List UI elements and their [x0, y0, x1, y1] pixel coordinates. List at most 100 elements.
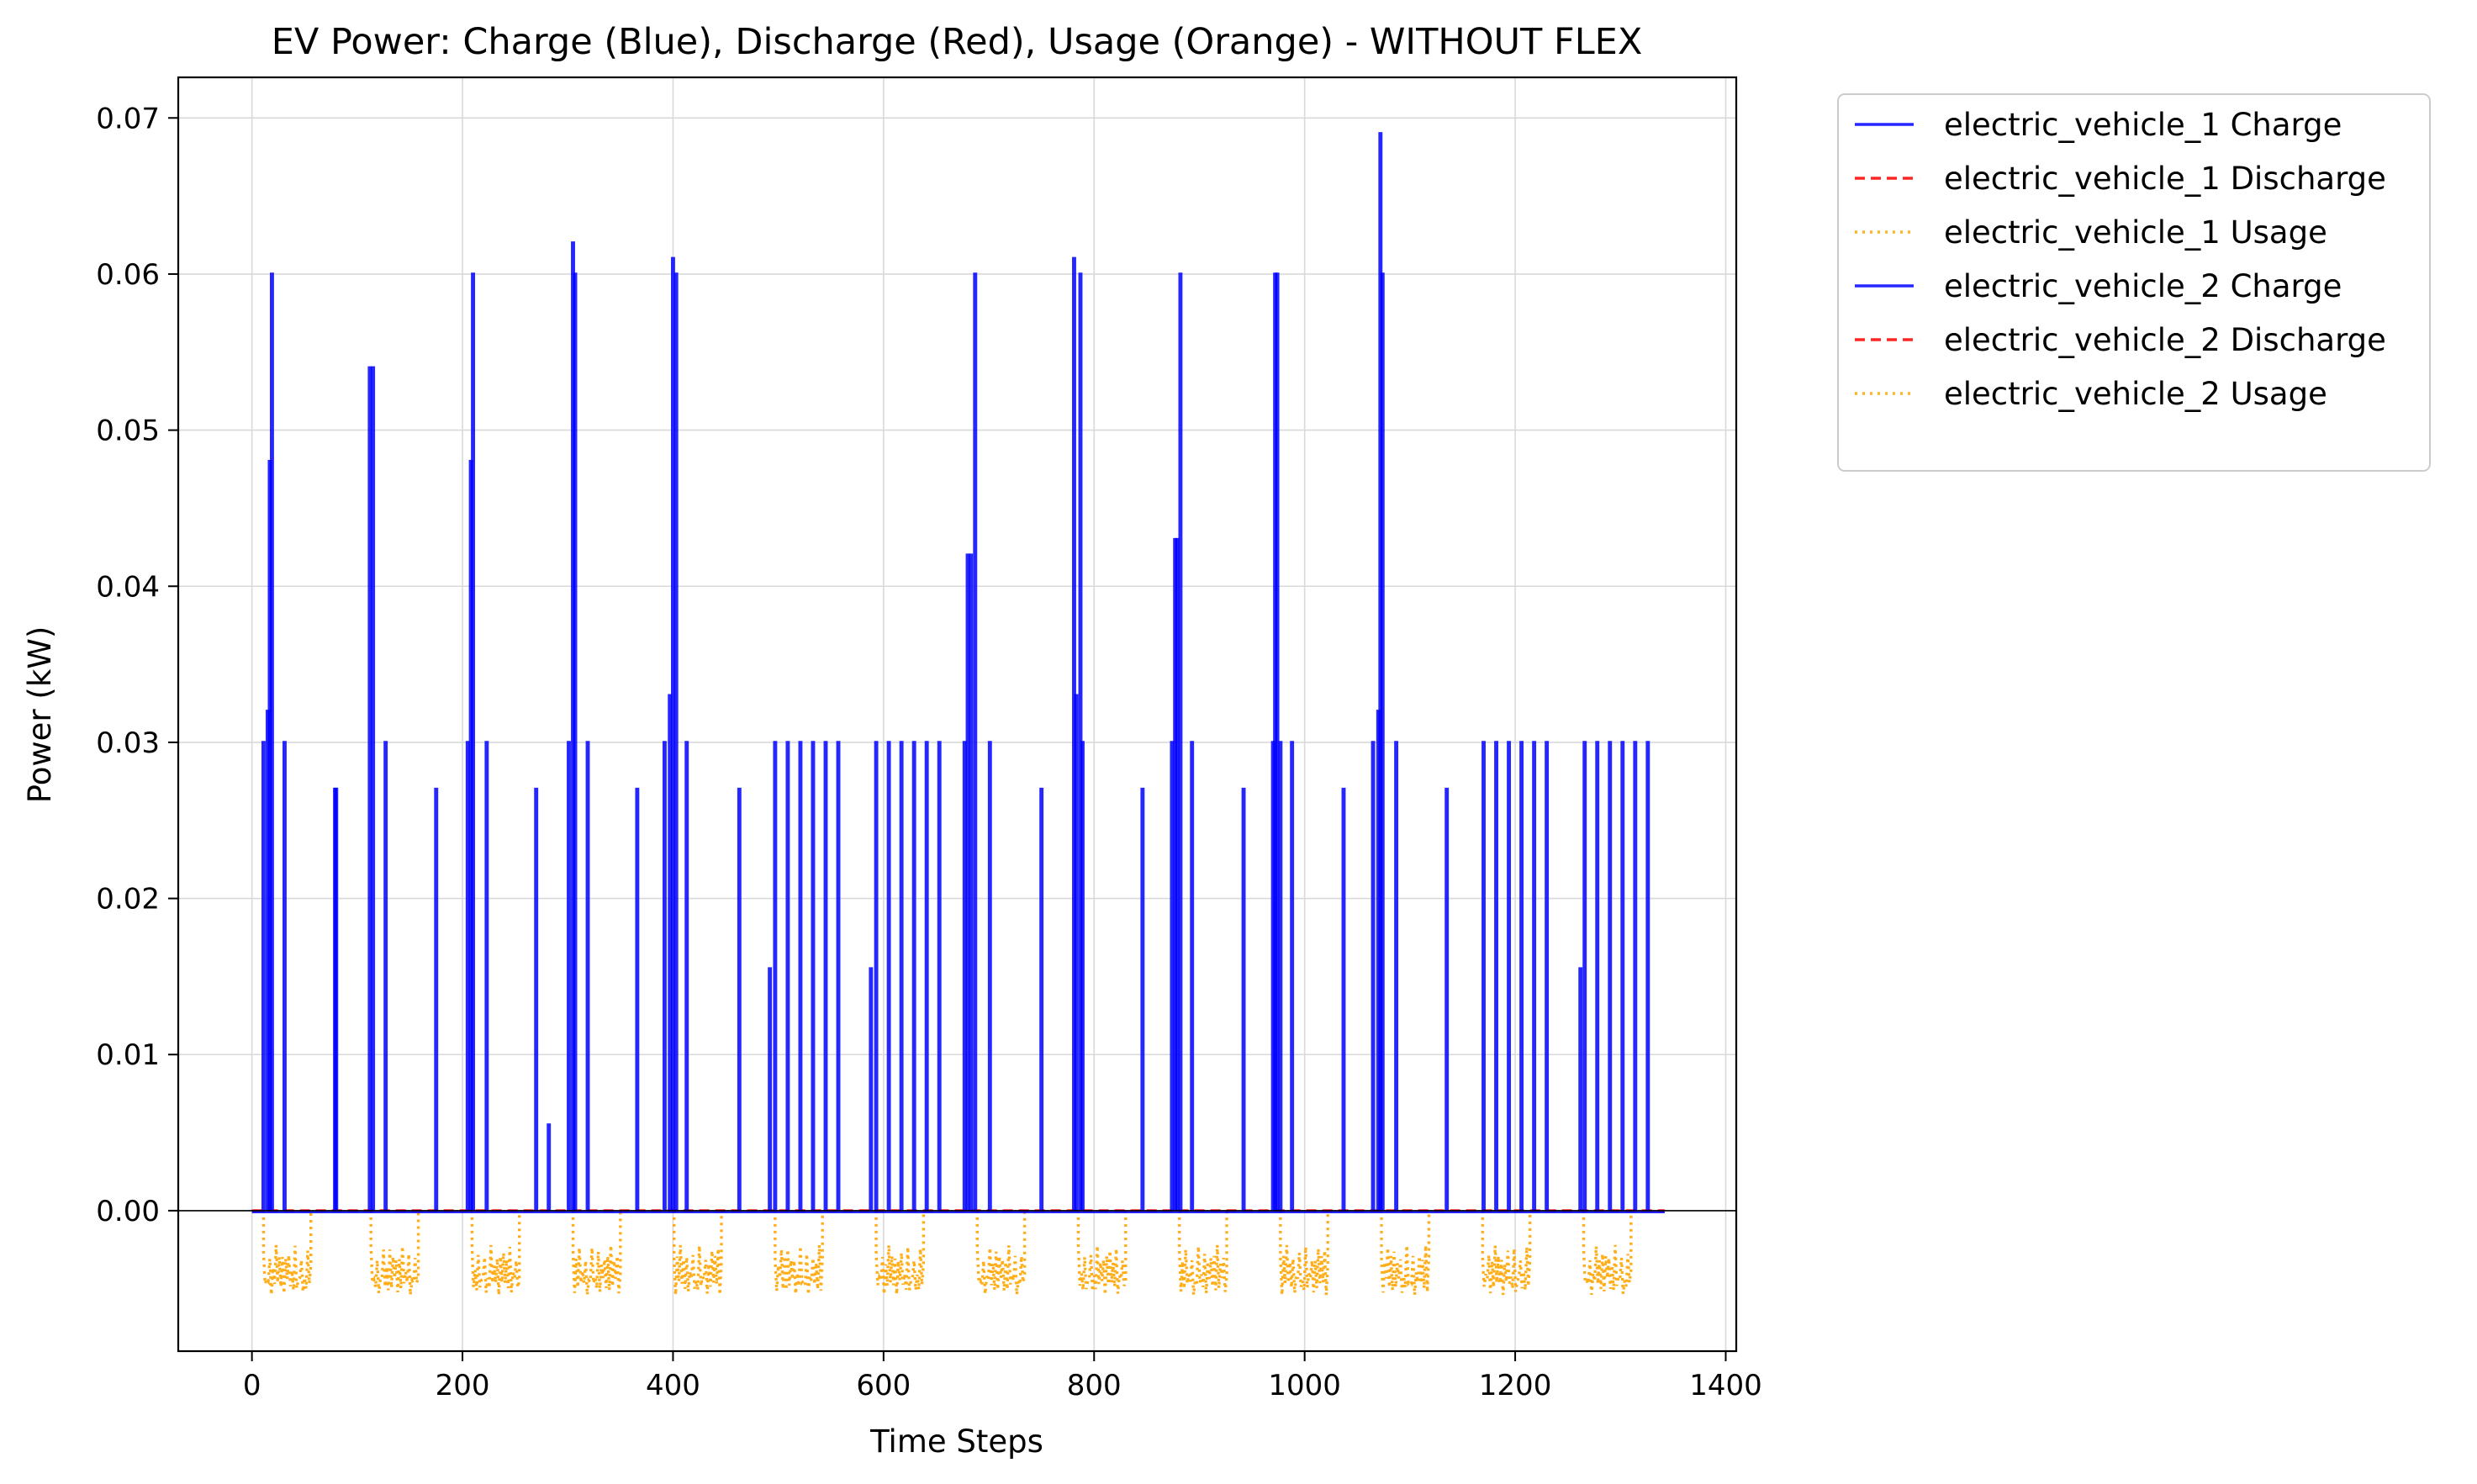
y-tick-label: 0.07 [96, 102, 160, 135]
charge-spike [334, 787, 339, 1211]
charge-spike [768, 967, 773, 1211]
plot-frame [177, 76, 1738, 1353]
charge-spike [1545, 741, 1550, 1211]
charge-spike [1380, 272, 1385, 1211]
charge-spike [668, 694, 673, 1211]
charge-spike [671, 256, 675, 1211]
charge-spike [585, 741, 590, 1211]
x-tick-label: 600 [856, 1369, 911, 1402]
charge-spike [1039, 787, 1044, 1211]
usage-block [1279, 1210, 1329, 1296]
charge-spike [465, 741, 470, 1211]
charge-spike [1140, 787, 1145, 1211]
x-tick-label: 200 [436, 1369, 490, 1402]
y-axis-ticks: 0.00 0.01 0.02 0.03 0.04 0.05 0.06 0.07 [96, 102, 178, 1228]
charge-spike [1507, 741, 1512, 1211]
charge-spike [924, 741, 929, 1211]
y-tick-label: 0.00 [96, 1195, 160, 1228]
charge-spike [773, 741, 778, 1211]
charge-spike [1190, 741, 1195, 1211]
charge-spike [973, 272, 978, 1211]
charge-spike [1394, 741, 1399, 1211]
charge-spike [1074, 694, 1079, 1211]
charge-spike [836, 741, 841, 1211]
charge-spike [1175, 537, 1180, 1211]
charge-spike [899, 741, 904, 1211]
charge-spike [673, 272, 679, 1211]
legend-label: electric_vehicle_1 Usage [1944, 214, 2327, 251]
charge-spike [484, 741, 489, 1211]
charge-spike [1278, 741, 1283, 1211]
usage-block [261, 1210, 313, 1296]
legend-label: electric_vehicle_2 Charge [1944, 268, 2342, 304]
charge-spike [1608, 741, 1613, 1211]
y-axis-label: Power (kW) [22, 626, 58, 804]
x-tick-label: 400 [646, 1369, 700, 1402]
y-tick-label: 0.01 [96, 1038, 160, 1072]
charge-spike [1444, 787, 1450, 1211]
charge-spike [1633, 741, 1638, 1211]
chart-title: EV Power: Charge (Blue), Discharge (Red)… [272, 21, 1643, 63]
usage-block [975, 1210, 1027, 1295]
charge-spike [1582, 741, 1587, 1211]
usage-block [1177, 1210, 1228, 1296]
charge-spike [962, 741, 967, 1211]
charge-spike [911, 741, 916, 1211]
x-tick-label: 800 [1067, 1369, 1122, 1402]
charge-spike [367, 366, 372, 1211]
charge-spike [965, 553, 970, 1211]
legend-label: electric_vehicle_2 Usage [1944, 376, 2327, 412]
usage-block [874, 1210, 926, 1295]
charge-spike [937, 741, 942, 1211]
y-tick-label: 0.04 [96, 570, 160, 604]
x-tick-label: 1400 [1689, 1369, 1762, 1402]
charge-spike [798, 741, 803, 1211]
charge-spike [1290, 741, 1295, 1211]
charge-spike [635, 787, 640, 1211]
charge-spike [1080, 741, 1085, 1211]
charge-spike [261, 741, 266, 1211]
usage-block [1076, 1210, 1128, 1295]
charge-spike [1532, 741, 1537, 1211]
usage-series [261, 1210, 1633, 1296]
usage-block [571, 1210, 622, 1296]
usage-block [369, 1210, 420, 1296]
usage-block [1481, 1210, 1532, 1296]
charge-spike [534, 787, 539, 1211]
charge-spike [547, 1123, 552, 1211]
charge-spike [1241, 787, 1246, 1211]
charge-spike [987, 741, 992, 1211]
legend: electric_vehicle_1 Charge electric_vehicl… [1837, 93, 2431, 472]
charge-spike [1519, 741, 1524, 1211]
charge-spike [874, 741, 879, 1211]
charge-spike [1170, 741, 1175, 1211]
charge-series [251, 132, 1665, 1214]
charge-spike [573, 272, 578, 1211]
legend-label: electric_vehicle_1 Discharge [1944, 161, 2386, 197]
charge-spike [1494, 741, 1498, 1211]
charge-spike [1620, 741, 1625, 1211]
y-tick-label: 0.06 [96, 258, 160, 292]
charge-spike [471, 272, 476, 1211]
charge-spike [1371, 741, 1376, 1211]
charge-spike [1645, 741, 1650, 1211]
charge-spike [785, 741, 790, 1211]
charge-spike [886, 741, 891, 1211]
charge-spike [811, 741, 816, 1211]
y-tick-label: 0.05 [96, 415, 160, 448]
y-tick-label: 0.02 [96, 883, 160, 916]
y-tick-label: 0.03 [96, 726, 160, 760]
charge-spike [823, 741, 828, 1211]
charge-spike [434, 787, 439, 1211]
charge-spike [383, 741, 388, 1211]
charge-spike [283, 741, 287, 1211]
charge-spike [1595, 741, 1600, 1211]
usage-block [673, 1210, 723, 1296]
charge-spike [1578, 967, 1583, 1211]
legend-label: electric_vehicle_2 Discharge [1944, 322, 2386, 358]
x-axis-label: Time Steps [869, 1423, 1043, 1460]
charge-spike [969, 553, 974, 1211]
charge-spike [371, 366, 376, 1211]
usage-block [1380, 1210, 1431, 1296]
